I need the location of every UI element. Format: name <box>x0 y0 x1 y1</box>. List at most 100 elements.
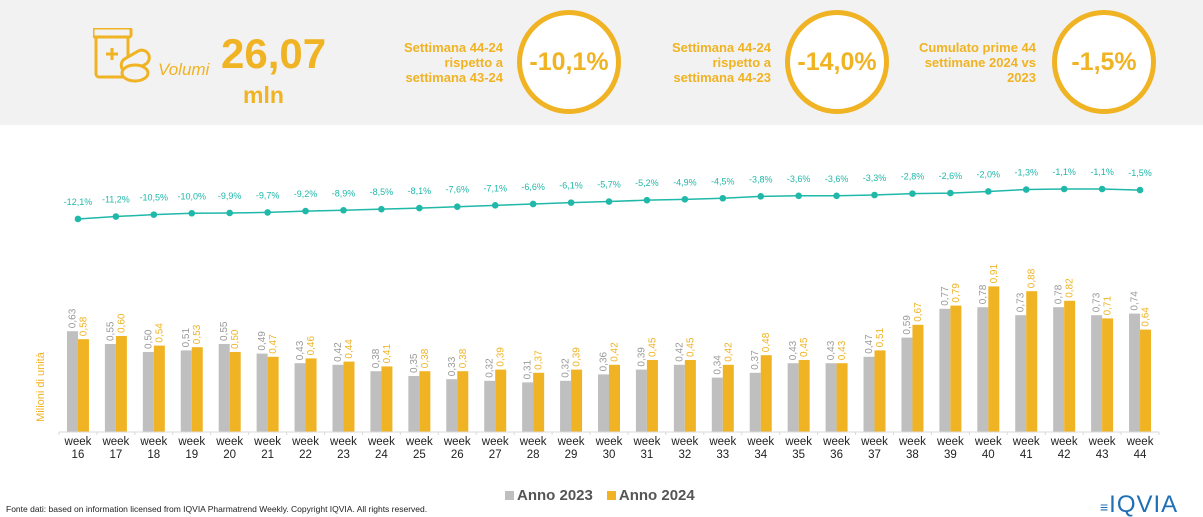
line-value-label: -1,5% <box>1128 168 1152 178</box>
bar <box>646 360 658 432</box>
line-value-label: -7,1% <box>483 183 507 193</box>
line-point <box>150 211 158 218</box>
bar <box>1064 300 1076 432</box>
x-tick-label: week 22 <box>292 436 319 461</box>
bar <box>218 344 230 432</box>
chart: Milioni di unità 0,630,55 0,50 0,51 0,55 0,4… <box>35 167 1160 435</box>
bar <box>180 350 192 432</box>
bar <box>343 361 355 432</box>
bar-value-label: 0,43 <box>826 340 837 360</box>
bar <box>332 364 344 432</box>
card-text: Cumulato prime 44 settimane 2024 vs 2023 <box>918 40 1036 85</box>
bar <box>381 366 393 432</box>
x-tick-label: week 31 <box>633 436 661 461</box>
line-value-label: -10,5% <box>140 193 169 203</box>
line-value-label: -3,3% <box>863 173 887 183</box>
x-tick-label: week 17 <box>102 436 130 461</box>
line-value-label: -9,9% <box>218 191 242 201</box>
line-point <box>795 192 802 200</box>
bar <box>294 363 306 432</box>
bar <box>571 369 583 432</box>
bar <box>836 363 848 432</box>
line-value-label: -3,8% <box>749 174 773 184</box>
source-note: Fonte dati: based on information license… <box>6 504 428 514</box>
line-point <box>833 192 840 200</box>
bar-value-label: 0,78 <box>1054 284 1065 304</box>
bar <box>901 337 913 432</box>
bar <box>142 352 154 432</box>
bar-value-label: 0,55 <box>219 321 230 341</box>
x-tick-label: week 23 <box>330 436 357 461</box>
line-point <box>491 202 499 209</box>
bar <box>446 379 458 432</box>
bar <box>66 331 78 432</box>
bar-value-label: 0,32 <box>561 358 572 378</box>
bar <box>77 339 89 432</box>
bar <box>267 356 279 432</box>
bar <box>484 380 496 432</box>
line-point <box>226 209 233 217</box>
bar <box>1015 315 1027 432</box>
line-value-label: -5,7% <box>597 180 621 190</box>
x-tick-label: week 28 <box>519 436 547 461</box>
x-tick-label: week 35 <box>785 436 813 461</box>
header: Volumi 26,07 mln Settimana 44-24 rispett… <box>0 0 1203 125</box>
line-value-label: -1,3% <box>1014 168 1038 178</box>
line-point <box>719 194 727 202</box>
bar <box>684 360 696 432</box>
line-value-label: -3,6% <box>787 174 811 184</box>
bar <box>874 350 886 432</box>
x-tick-label: week 19 <box>178 436 206 461</box>
bar-value-label: 0,48 <box>761 332 772 352</box>
bar-value-label: 0,47 <box>268 334 279 354</box>
line-point <box>74 215 82 223</box>
bar-value-label: 0,43 <box>295 340 306 360</box>
bar <box>522 382 534 432</box>
bar <box>950 305 962 432</box>
bar <box>419 371 431 432</box>
line-value-label: -2,6% <box>939 171 963 181</box>
bar-value-label: 0,60 <box>116 313 127 333</box>
bar-value-label: 0,47 <box>864 334 875 354</box>
line-value-label: -5,2% <box>635 178 659 188</box>
line-point <box>416 204 423 212</box>
bar-value-label: 0,77 <box>940 286 951 306</box>
bar-value-label: 0,38 <box>420 348 431 368</box>
line-point <box>681 196 689 203</box>
bar <box>787 363 799 432</box>
line-value-label: -1,1% <box>1090 167 1114 177</box>
line-point <box>985 188 992 195</box>
bar-value-label: 0,37 <box>534 350 545 370</box>
bar-value-label: 0,73 <box>1016 292 1027 312</box>
volume-unit: mln <box>243 82 284 108</box>
bar-value-label: 0,38 <box>458 348 469 368</box>
line-value-label: -7,6% <box>446 185 470 195</box>
bar-value-label: 0,42 <box>674 342 685 362</box>
line-value-label: -3,6% <box>825 174 849 184</box>
bar-value-label: 0,38 <box>371 348 382 368</box>
bar-value-label: 0,39 <box>636 347 647 367</box>
line-point <box>378 205 385 213</box>
bar-value-label: 0,39 <box>572 347 583 367</box>
bar-value-label: 0,53 <box>192 324 203 344</box>
line-value-label: -8,9% <box>332 188 356 198</box>
line-value-label: -9,2% <box>294 189 318 199</box>
bar-value-label: 0,34 <box>712 355 723 375</box>
bar-value-label: 0,58 <box>78 316 89 336</box>
bar-value-label: 0,54 <box>154 323 165 343</box>
bar-value-label: 0,67 <box>913 302 924 322</box>
bar-value-label: 0,51 <box>875 327 886 347</box>
bar-value-label: 0,45 <box>685 337 696 357</box>
bar-value-label: 0,37 <box>750 350 761 370</box>
bar <box>1140 329 1152 432</box>
bar <box>598 374 609 432</box>
bar-value-label: 0,88 <box>1027 268 1038 288</box>
bar <box>798 360 810 432</box>
bar <box>1026 291 1038 432</box>
legend: Anno 2023 Anno 2024 <box>505 487 695 504</box>
line-value-label: -1,1% <box>1052 167 1076 177</box>
bar <box>191 347 203 432</box>
bar <box>939 308 951 432</box>
bar <box>115 336 127 432</box>
card-value: -10,1% <box>517 10 621 114</box>
